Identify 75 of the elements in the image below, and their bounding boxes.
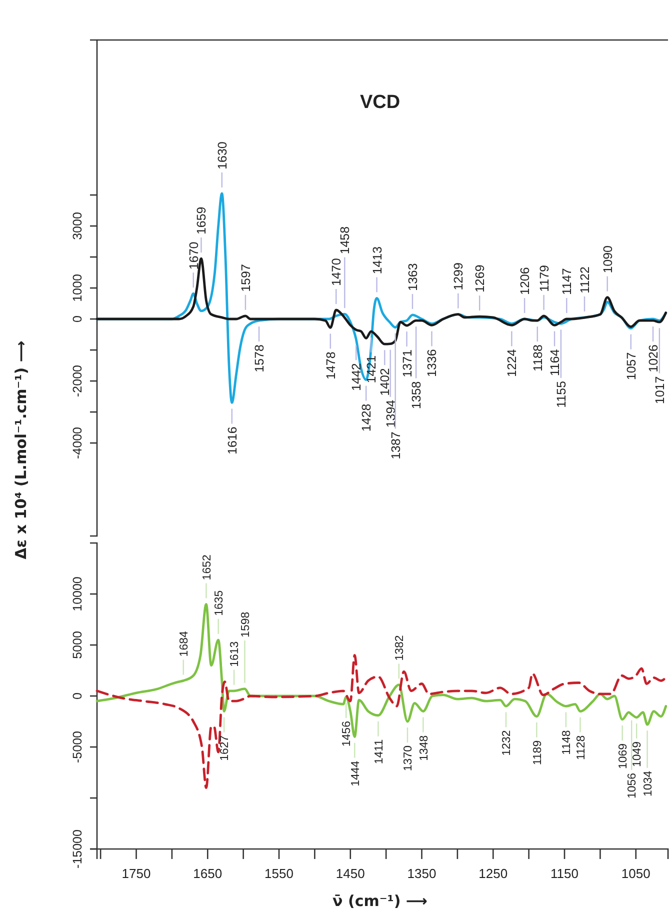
annotation: 1090 xyxy=(600,245,615,274)
annotation: 1387 xyxy=(388,432,403,460)
annotation: 1478 xyxy=(324,352,338,380)
annotation: 1659 xyxy=(194,206,209,235)
annotation: 1057 xyxy=(624,352,638,380)
annotation: 1128 xyxy=(575,735,588,760)
annotation: 1232 xyxy=(501,730,514,756)
annotation: 1444 xyxy=(350,760,362,786)
y-tick-label: -15000 xyxy=(70,830,84,868)
annotation: 1336 xyxy=(425,349,440,378)
annotation: 1299 xyxy=(452,262,466,290)
annotation: 1363 xyxy=(406,263,420,291)
x-tick-label: 1150 xyxy=(550,866,578,882)
annotation: 1616 xyxy=(225,426,240,455)
annotation: 1155 xyxy=(554,380,568,408)
x-tick-label: 1650 xyxy=(193,866,222,882)
annotation: 1358 xyxy=(410,381,424,410)
annotation: 1630 xyxy=(215,142,230,170)
annotation: 1056 xyxy=(626,772,639,799)
annotation: 1627 xyxy=(219,735,232,761)
annotation: 1049 xyxy=(632,741,644,768)
annotation: 1421 xyxy=(364,355,379,384)
y-axis-title: Δε x 10⁴ (L.mol⁻¹.cm⁻¹) ⟶ xyxy=(12,340,30,560)
annotation: 1428 xyxy=(360,404,374,432)
y-tick-label: -4000 xyxy=(70,426,84,459)
annotation: 1026 xyxy=(646,344,661,372)
annotation: 1017 xyxy=(652,376,667,404)
annotation: 1394 xyxy=(384,400,398,428)
y-tick-label: 0 xyxy=(70,315,84,322)
x-tick-label: 1450 xyxy=(336,866,365,882)
x-tick-label: 1050 xyxy=(621,866,650,882)
annotation: 1348 xyxy=(418,735,430,761)
annotation: 1164 xyxy=(548,349,562,376)
annotation: 1598 xyxy=(240,612,252,638)
annotation: 1269 xyxy=(473,264,488,293)
annotation: 1613 xyxy=(229,641,242,667)
annotation: 1370 xyxy=(402,746,415,772)
annotation: 1635 xyxy=(213,590,226,616)
annotation: 1189 xyxy=(532,740,544,766)
x-axis-title: ν̄ (cm⁻¹) ⟶ xyxy=(332,892,428,910)
y-tick-label: 1000 xyxy=(70,274,84,302)
annotation: 1034 xyxy=(642,770,654,796)
annotation: 1402 xyxy=(378,368,392,396)
y-tick-label: 5000 xyxy=(70,631,84,659)
annotation: 1456 xyxy=(341,721,354,747)
annotation: 1411 xyxy=(373,739,386,764)
annotation: 1069 xyxy=(617,743,630,770)
text: VCD xyxy=(360,92,400,113)
annotation: 1188 xyxy=(530,344,545,372)
y-tick-label: -2000 xyxy=(70,364,84,397)
annotation: 1179 xyxy=(537,264,552,292)
x-tick-label: 1250 xyxy=(478,866,508,882)
annotation: 1670 xyxy=(186,242,201,270)
y-tick-label: 3000 xyxy=(70,212,84,240)
annotation: 1578 xyxy=(252,344,267,372)
annotation: 1597 xyxy=(238,264,253,292)
annotation: 1442 xyxy=(350,363,364,391)
annotation: 1458 xyxy=(338,226,352,254)
x-tick-label: 1750 xyxy=(122,866,151,882)
annotation: 1206 xyxy=(518,267,532,295)
annotation: 1684 xyxy=(178,630,191,657)
annotation: 1652 xyxy=(201,554,214,580)
annotation: 1382 xyxy=(394,635,406,661)
x-tick-label: 1550 xyxy=(264,866,294,882)
annotation: 1224 xyxy=(505,349,520,378)
annotation: 1371 xyxy=(400,349,414,378)
annotation: 1148 xyxy=(561,730,574,755)
x-tick-label: 1350 xyxy=(407,866,436,882)
annotation: 1147 xyxy=(560,268,574,295)
annotation: 1122 xyxy=(578,266,592,294)
annotation: 1413 xyxy=(370,246,384,274)
y-tick-label: 0 xyxy=(70,692,84,700)
y-tick-label: 10000 xyxy=(70,576,84,612)
annotation: 1470 xyxy=(330,258,344,286)
y-tick-label: -5000 xyxy=(70,730,84,763)
